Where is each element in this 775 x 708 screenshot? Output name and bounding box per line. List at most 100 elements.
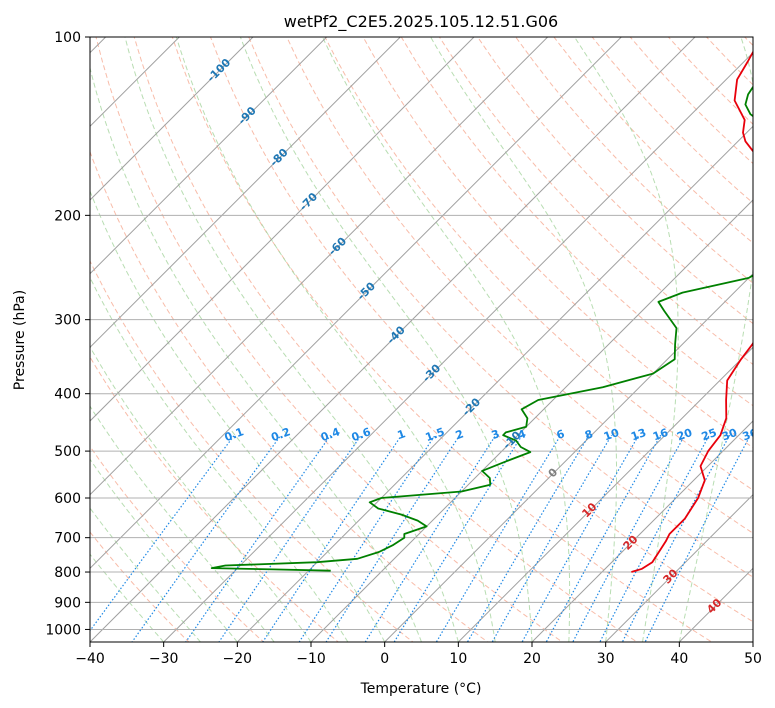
dry-adiabat-line bbox=[756, 10, 775, 654]
dry-adiabat-line bbox=[667, 37, 753, 125]
mixing-ratio-line bbox=[521, 434, 640, 642]
mixing-ratio-label: 10 bbox=[602, 426, 621, 444]
dry-adiabat-line bbox=[515, 37, 753, 284]
dry-adiabats bbox=[90, 10, 775, 654]
x-tick-label: −40 bbox=[75, 651, 105, 667]
moist-adiabat-line bbox=[90, 345, 312, 642]
x-axis-ticks: −40 −30 −20 −10 0 10 20 30 40 50 bbox=[75, 642, 762, 667]
dry-adiabat-line bbox=[629, 37, 753, 165]
y-tick-label: 700 bbox=[54, 531, 81, 547]
moist-adiabat-line bbox=[574, 37, 679, 642]
isotherm-line bbox=[457, 346, 753, 642]
y-tick-label: 1000 bbox=[45, 622, 81, 638]
isotherm-line bbox=[90, 37, 549, 496]
mixing-ratio-label: 20 bbox=[675, 426, 694, 444]
x-tick-label: −10 bbox=[296, 651, 326, 667]
moist-adiabat-line bbox=[90, 405, 275, 642]
moist-adiabat-line bbox=[124, 37, 459, 642]
dry-adiabat-line bbox=[248, 37, 753, 578]
x-tick-label: 40 bbox=[670, 651, 688, 667]
moist-adiabat-line bbox=[678, 37, 753, 642]
mixing-ratio-line bbox=[545, 434, 662, 642]
moist-adiabat-line bbox=[90, 65, 422, 642]
moist-adiabat-line bbox=[90, 189, 386, 642]
isotherm-line bbox=[90, 37, 475, 422]
isotherm-line bbox=[604, 493, 753, 642]
mixing-ratio-label: 4 bbox=[516, 427, 528, 442]
dry-adiabat-line bbox=[400, 37, 753, 407]
moist-adiabat-line bbox=[90, 276, 349, 642]
mixing-ratio-label: 0.4 bbox=[319, 425, 342, 444]
moist-adiabat-line bbox=[239, 37, 533, 642]
y-axis-label: Pressure (hPa) bbox=[12, 290, 28, 390]
dry-adiabat-line bbox=[209, 37, 753, 623]
y-tick-label: 600 bbox=[54, 491, 81, 507]
isotherm-line bbox=[90, 37, 254, 201]
mixing-ratio-label: 2 bbox=[454, 427, 466, 442]
mixing-ratio-lines bbox=[90, 434, 751, 642]
y-tick-label: 300 bbox=[54, 313, 81, 329]
mixing-ratio-label: 25 bbox=[700, 426, 719, 443]
x-tick-label: 30 bbox=[597, 651, 615, 667]
isotherm-line bbox=[90, 37, 328, 275]
moist-adiabat-line bbox=[175, 37, 496, 642]
mixing-ratio-line bbox=[325, 434, 461, 642]
x-tick-label: 50 bbox=[744, 651, 762, 667]
mixing-ratio-label: 6 bbox=[555, 427, 567, 442]
mixing-ratio-line bbox=[364, 434, 497, 642]
y-tick-label: 900 bbox=[54, 595, 81, 611]
dry-adiabat-line bbox=[362, 37, 753, 449]
x-tick-label: 20 bbox=[523, 651, 541, 667]
mixing-ratio-line bbox=[393, 434, 523, 642]
y-tick-label: 400 bbox=[54, 387, 81, 403]
mixing-ratio-label: 8 bbox=[583, 427, 595, 442]
dry-adiabat-line bbox=[90, 259, 414, 642]
pressure-gridlines bbox=[90, 37, 753, 630]
mixing-ratio-label: 1 bbox=[396, 427, 408, 442]
x-tick-label: −30 bbox=[149, 651, 179, 667]
mixing-ratio-label: 13 bbox=[629, 426, 648, 443]
y-tick-label: 800 bbox=[54, 565, 81, 581]
y-tick-label: 100 bbox=[54, 30, 81, 46]
mixing-ratio-line bbox=[572, 434, 686, 642]
dry-adiabat-line bbox=[705, 37, 753, 86]
mixing-ratio-label: 0.1 bbox=[223, 425, 246, 444]
mixing-ratio-line bbox=[185, 434, 332, 642]
dry-adiabat-line bbox=[171, 37, 713, 642]
isotherm-line bbox=[162, 51, 753, 642]
isotherm-line bbox=[383, 272, 753, 642]
isotherm-label: -40 bbox=[385, 323, 408, 346]
x-tick-label: 0 bbox=[380, 651, 389, 667]
mixing-ratio-line bbox=[621, 434, 731, 642]
isotherm-label: 40 bbox=[704, 596, 724, 616]
dry-adiabat-line bbox=[95, 37, 564, 642]
moist-adiabat-line bbox=[90, 458, 238, 642]
mixing-ratio-line bbox=[466, 434, 590, 642]
mixing-ratio-line bbox=[435, 434, 562, 642]
plot-area: -100-90-80-70-60-50-40-30-20-10010203040… bbox=[0, 10, 775, 654]
dry-adiabat-line bbox=[286, 37, 753, 534]
dry-adiabat-line bbox=[90, 356, 339, 642]
mixing-ratio-label: 30 bbox=[720, 426, 739, 444]
moist-adiabat-line bbox=[430, 37, 617, 642]
mixing-ratio-line bbox=[644, 434, 751, 642]
dry-adiabat-line bbox=[477, 37, 753, 325]
isotherm-line bbox=[0, 10, 59, 654]
y-axis-ticks: 100 200 300 400 500 600 700 800 900 1000 bbox=[45, 30, 90, 638]
dewpoint-profile-line bbox=[210, 85, 753, 572]
mixing-ratio-line bbox=[262, 434, 403, 642]
isotherm-line bbox=[310, 199, 753, 642]
isotherm-line bbox=[90, 37, 402, 349]
dry-adiabat-line bbox=[591, 37, 753, 204]
dry-adiabat-line bbox=[90, 531, 190, 642]
mixing-ratio-line bbox=[131, 434, 282, 642]
isotherm-line bbox=[90, 37, 696, 642]
moist-adiabat-line bbox=[322, 37, 571, 642]
x-tick-label: −20 bbox=[223, 651, 253, 667]
mixing-ratio-label: 0.2 bbox=[269, 425, 292, 444]
mixing-ratio-label: 36 bbox=[741, 426, 760, 444]
isotherm-line bbox=[236, 125, 753, 642]
isotherm-line bbox=[90, 37, 181, 128]
moist-adiabat-line bbox=[90, 507, 201, 642]
